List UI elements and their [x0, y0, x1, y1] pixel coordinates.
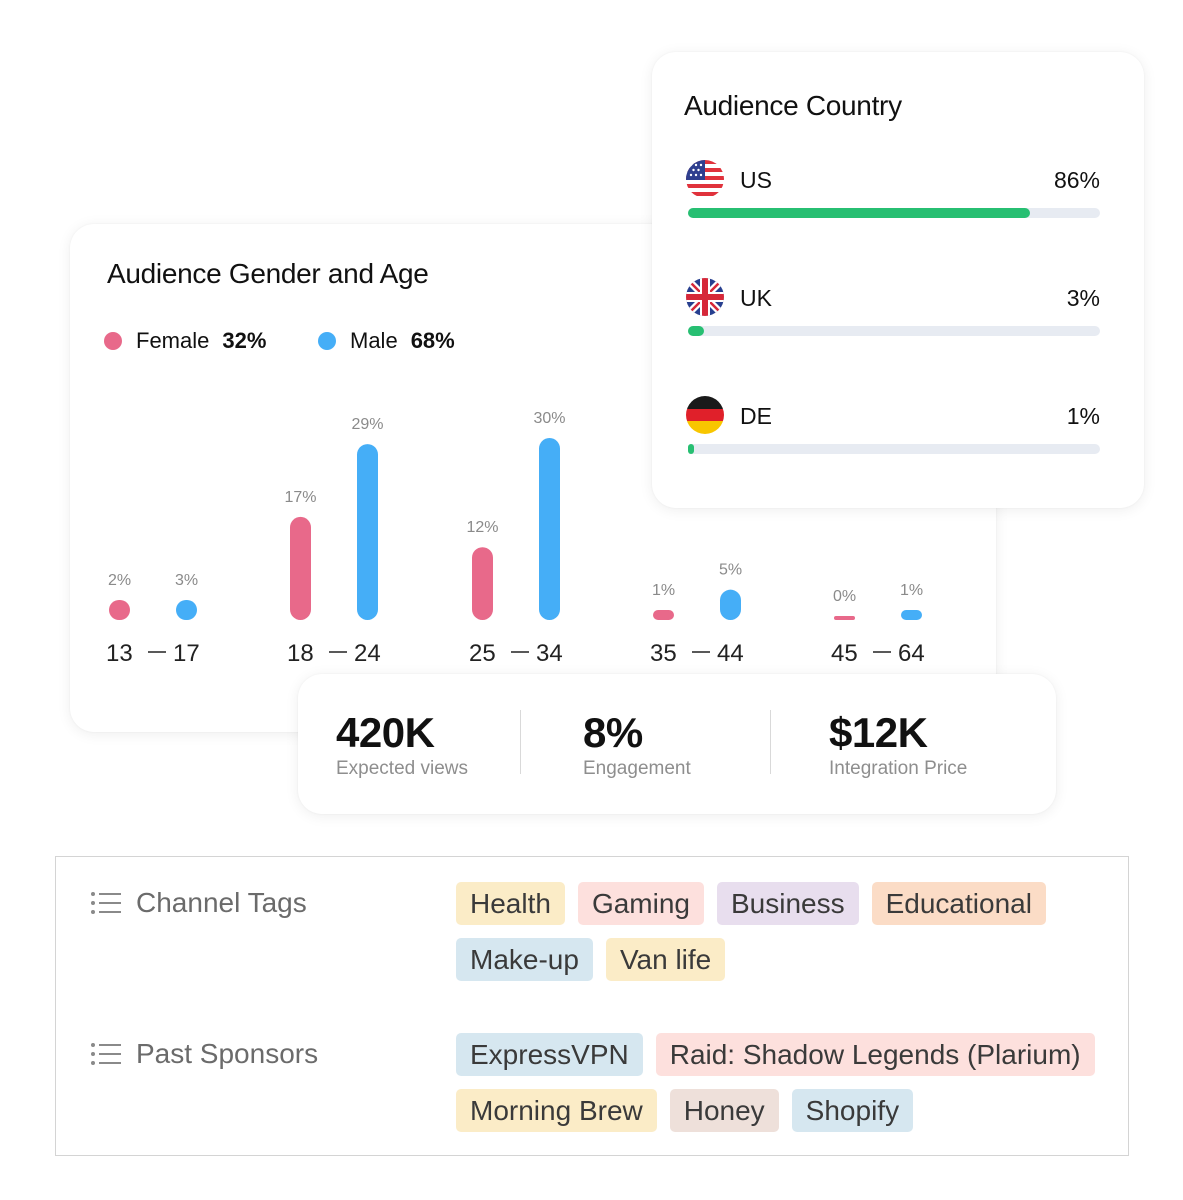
- sponsor-tag[interactable]: Morning Brew: [456, 1089, 657, 1132]
- channel-tag[interactable]: Educational: [871, 882, 1046, 925]
- tick-label-start: 18: [287, 640, 314, 667]
- country-progress-track: [688, 326, 1100, 336]
- bar-female-4: [834, 616, 855, 620]
- country-progress-fill: [688, 444, 695, 454]
- data-label: 1%: [652, 582, 675, 599]
- channel-tags-property[interactable]: Channel Tags: [90, 887, 307, 919]
- sponsor-tag[interactable]: Raid: Shadow Legends (Plarium): [655, 1033, 1095, 1076]
- legend-male-label: Male: [350, 328, 398, 353]
- legend-male-value: 68%: [410, 328, 455, 353]
- data-label: 0%: [833, 588, 856, 605]
- country-code: US: [740, 167, 772, 193]
- stat-divider: [770, 710, 771, 774]
- stat-label: Expected views: [336, 758, 469, 779]
- channel-tag[interactable]: Business: [716, 882, 859, 925]
- stat-value: $12K: [829, 709, 928, 756]
- channel-tags-label: Channel Tags: [136, 887, 307, 918]
- country-value: 1%: [1066, 403, 1100, 429]
- past-sponsors-property[interactable]: Past Sponsors: [90, 1038, 318, 1070]
- list-icon: [91, 1043, 121, 1065]
- channel-tag[interactable]: Make-up: [456, 938, 593, 981]
- data-label: 1%: [900, 582, 923, 599]
- female-dot-icon: [104, 332, 122, 350]
- bar-male-4: [901, 610, 922, 620]
- tick-label-end: 44: [717, 640, 744, 667]
- legend-male: Male 68%: [318, 328, 455, 354]
- tick-label-end: 64: [898, 640, 925, 667]
- stat-engagement: 8% Engagement: [583, 710, 691, 780]
- past-sponsors-label: Past Sponsors: [136, 1038, 319, 1069]
- country-code: UK: [740, 285, 772, 311]
- sponsor-tag[interactable]: Shopify: [791, 1089, 914, 1132]
- data-label: 12%: [466, 519, 498, 536]
- bar-male-3: [720, 589, 741, 620]
- tick-label-start: 25: [469, 640, 496, 667]
- country-progress-fill: [688, 208, 1030, 218]
- channel-tag[interactable]: Health: [456, 882, 565, 925]
- sponsor-tag[interactable]: ExpressVPN: [456, 1033, 643, 1076]
- tick-label-start: 35: [650, 640, 677, 667]
- country-progress-fill: [688, 326, 705, 336]
- channel-tag[interactable]: Gaming: [577, 882, 704, 925]
- tick-label-end: 17: [173, 640, 200, 667]
- data-label: 17%: [284, 489, 316, 506]
- bar-male-0: [176, 600, 197, 620]
- de-flag-icon: [686, 396, 724, 434]
- country-code: DE: [740, 403, 772, 429]
- stat-label: Integration Price: [829, 758, 968, 779]
- country-value: 86%: [1053, 167, 1100, 193]
- legend-female-value: 32%: [222, 328, 267, 353]
- bar-female-3: [653, 610, 674, 620]
- bar-female-0: [109, 600, 130, 620]
- data-label: 30%: [533, 410, 565, 427]
- gender-age-title: Audience Gender and Age: [107, 258, 429, 289]
- gender-age-chart: 2% 3% 13 17 17% 29% 18 24 12% 30% 25 34 1% 5% 35 44 0% 1%…: [106, 410, 925, 667]
- bar-female-2: [472, 547, 493, 620]
- bar-male-1: [357, 444, 378, 620]
- country-title: Audience Country: [684, 90, 902, 121]
- data-label: 2%: [108, 572, 131, 589]
- past-sponsors-list[interactable]: ExpressVPN Raid: Shadow Legends (Plarium)…: [456, 1033, 1116, 1132]
- data-label: 3%: [175, 572, 198, 589]
- bar-female-1: [290, 516, 311, 620]
- tick-label-start: 13: [106, 640, 133, 667]
- country-value: 3%: [1066, 285, 1100, 311]
- list-icon: [91, 892, 121, 914]
- stat-value: 420K: [336, 709, 435, 756]
- data-label: 5%: [719, 562, 742, 579]
- stat-value: 8%: [583, 709, 643, 756]
- channel-tags-list[interactable]: Health Gaming Business Educational Make-up Va…: [456, 882, 1116, 981]
- channel-tag[interactable]: Van life: [605, 938, 726, 981]
- data-label: 29%: [351, 416, 383, 433]
- tick-label-start: 45: [831, 640, 858, 667]
- properties-panel: Channel Tags Health Gaming Business Educati…: [55, 856, 1129, 1156]
- stat-expected-views: 420K Expected views: [336, 710, 468, 780]
- tick-label-end: 24: [354, 640, 381, 667]
- stats-card: 420K Expected views 8% Engagement $12K I…: [298, 674, 1056, 814]
- country-progress-track: [688, 208, 1100, 218]
- us-flag-icon: [686, 160, 724, 198]
- stat-integration-price: $12K Integration Price: [829, 710, 967, 780]
- sponsor-tag[interactable]: Honey: [669, 1089, 779, 1132]
- male-dot-icon: [318, 332, 336, 350]
- country-progress-track: [688, 444, 1100, 454]
- legend-female-label: Female: [136, 328, 210, 353]
- legend-female: Female 32%: [104, 328, 266, 354]
- stat-label: Engagement: [583, 758, 691, 779]
- tick-label-end: 34: [536, 640, 563, 667]
- uk-flag-icon: [686, 278, 724, 316]
- stat-divider: [520, 710, 521, 774]
- bar-male-2: [539, 438, 560, 620]
- country-card: Audience Country US 86%: [652, 52, 1144, 508]
